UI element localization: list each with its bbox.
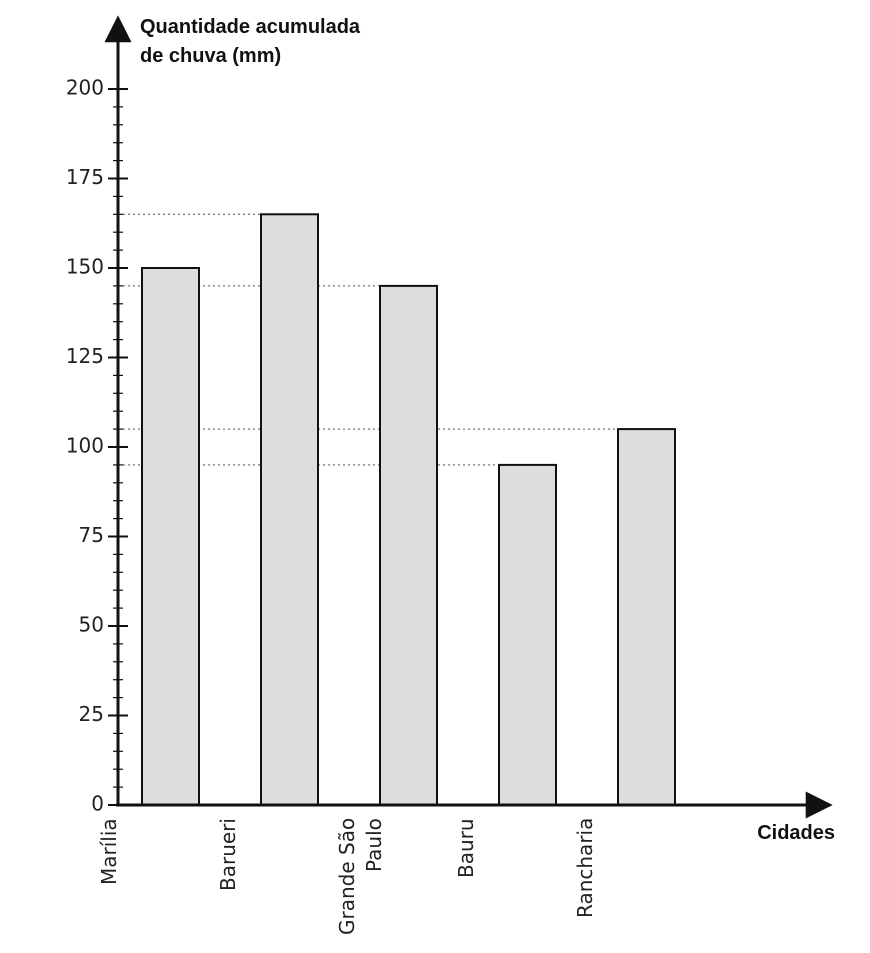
bar <box>617 428 676 806</box>
y-tick-label: 150 <box>66 255 104 279</box>
y-tick-label: 200 <box>66 76 104 100</box>
y-axis-title: Quantidade acumulada <box>140 16 361 38</box>
y-tick-label: 0 <box>91 792 104 816</box>
y-tick-label: 25 <box>79 702 104 726</box>
y-tick-label: 50 <box>79 613 104 637</box>
y-tick-label: 100 <box>66 434 104 458</box>
bar <box>498 463 557 806</box>
x-axis-title: Cidades <box>757 822 835 844</box>
bar <box>260 213 319 807</box>
bar <box>379 284 438 806</box>
y-tick-label: 175 <box>66 165 104 189</box>
y-tick-label: 75 <box>79 523 104 547</box>
x-tick-holder: Rancharia <box>572 818 597 919</box>
bar <box>141 267 200 806</box>
y-axis-title: de chuva (mm) <box>140 45 281 67</box>
y-tick-label: 125 <box>66 344 104 368</box>
x-tick-label: Rancharia <box>572 818 597 919</box>
